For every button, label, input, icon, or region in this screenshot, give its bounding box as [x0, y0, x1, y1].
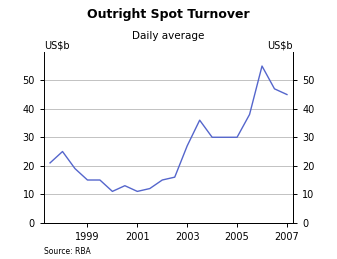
Text: US$b: US$b	[268, 40, 293, 50]
Text: Outright Spot Turnover: Outright Spot Turnover	[87, 8, 250, 21]
Text: Source: RBA: Source: RBA	[44, 247, 91, 256]
Text: Daily average: Daily average	[132, 31, 205, 41]
Text: US$b: US$b	[44, 40, 69, 50]
